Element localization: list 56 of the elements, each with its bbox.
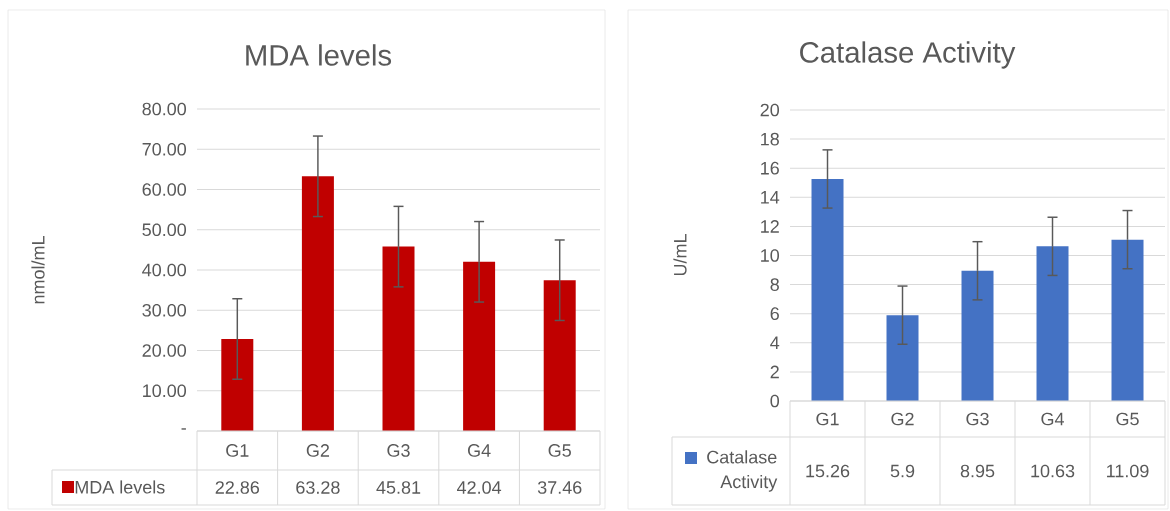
x-tick-label: G3 bbox=[966, 412, 989, 426]
y-tick-label: 2 bbox=[770, 365, 779, 379]
legend-label: Catalase Activity bbox=[707, 450, 778, 492]
y-tick-label: 14 bbox=[761, 191, 780, 204]
bar bbox=[811, 178, 844, 401]
y-tick-label: 40.00 bbox=[142, 263, 187, 277]
y-tick-label: 80.00 bbox=[142, 102, 187, 116]
data-label: 63.28 bbox=[296, 481, 340, 494]
bar bbox=[961, 270, 994, 401]
data-label: 15.26 bbox=[806, 464, 850, 478]
y-tick-label: 10 bbox=[761, 249, 780, 262]
data-label: 5.9 bbox=[890, 464, 915, 478]
bar bbox=[382, 246, 415, 431]
chart-title: Catalase Activity bbox=[800, 41, 1016, 69]
y-tick-label: 70.00 bbox=[142, 142, 187, 156]
x-tick-label: G4 bbox=[468, 444, 491, 457]
x-tick-label: G2 bbox=[306, 444, 330, 457]
legend-label: MDA levels bbox=[75, 480, 165, 494]
y-tick-label: 8 bbox=[770, 278, 779, 291]
y-axis-title: nmol/mL bbox=[31, 236, 45, 304]
bar bbox=[1111, 239, 1144, 401]
x-tick-label: G5 bbox=[548, 444, 571, 457]
chart-title: MDA levels bbox=[246, 44, 392, 66]
bar bbox=[886, 315, 919, 401]
bar bbox=[301, 176, 334, 431]
y-tick-label: 50.00 bbox=[142, 223, 187, 237]
bar bbox=[463, 261, 496, 431]
data-label: 37.46 bbox=[537, 481, 582, 494]
y-tick-label: 12 bbox=[761, 220, 779, 233]
bar bbox=[543, 280, 576, 431]
bar bbox=[1036, 246, 1069, 401]
data-label: 10.63 bbox=[1031, 464, 1075, 478]
x-tick-label: G5 bbox=[1116, 412, 1139, 426]
y-tick-label: 18 bbox=[761, 132, 779, 146]
y-tick-label: 4 bbox=[770, 336, 780, 349]
x-tick-label: G3 bbox=[387, 444, 410, 457]
y-tick-label: 6 bbox=[770, 307, 779, 321]
x-tick-label: G2 bbox=[891, 412, 914, 426]
y-tick-label: - bbox=[181, 428, 186, 430]
y-tick-label: 30.00 bbox=[142, 303, 187, 317]
y-tick-label: 20.00 bbox=[142, 344, 187, 357]
y-tick-label: 60.00 bbox=[142, 183, 187, 196]
y-tick-label: 16 bbox=[761, 161, 779, 175]
y-tick-label: 0 bbox=[770, 394, 780, 408]
data-label: 22.86 bbox=[215, 481, 260, 494]
y-tick-label: 10.00 bbox=[143, 384, 187, 398]
data-label: 8.95 bbox=[960, 464, 995, 478]
data-label: 45.81 bbox=[376, 481, 421, 494]
bar bbox=[221, 338, 254, 431]
x-tick-label: G4 bbox=[1041, 412, 1064, 426]
data-label: 42.04 bbox=[457, 481, 502, 494]
data-label: 11.09 bbox=[1107, 464, 1149, 478]
x-tick-label: G1 bbox=[816, 412, 839, 426]
y-tick-label: 20 bbox=[760, 103, 780, 117]
y-axis-title: U/mL bbox=[673, 234, 687, 276]
x-tick-label: G1 bbox=[226, 444, 249, 457]
